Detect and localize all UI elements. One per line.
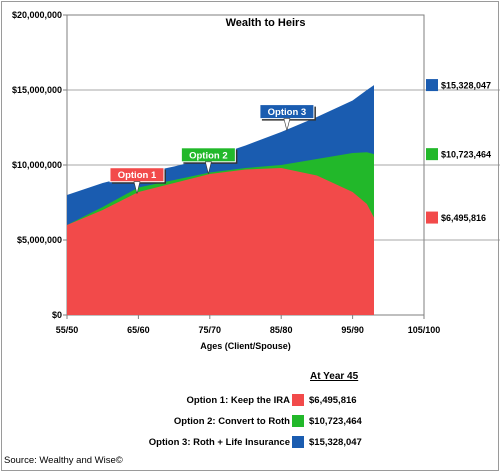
legend-label-option-3: Option 3: Roth + Life Insurance (148, 437, 290, 448)
legend-row-option-3: Option 3: Roth + Life Insurance $15,328,… (0, 436, 502, 450)
end-value-15328047-marker (426, 79, 438, 92)
callout-option-1-pointer (133, 181, 141, 194)
legend-swatch-option-2 (292, 415, 304, 427)
legend-value-option-1: $6,495,816 (309, 395, 357, 406)
y-tick-label: $20,000,000 (12, 10, 62, 20)
callout-option-3-label: Option 3 (268, 107, 307, 118)
legend-heading: At Year 45 (310, 371, 359, 382)
x-tick-label: 75/70 (199, 325, 222, 335)
x-tick-label: 65/60 (127, 325, 150, 335)
legend-row-option-2: Option 2: Convert to Roth $10,723,464 (0, 415, 502, 429)
end-value-6495816-marker (426, 211, 438, 224)
legend-row-option-1: Option 1: Keep the IRA $6,495,816 (0, 394, 502, 408)
y-tick-label: $15,000,000 (12, 85, 62, 95)
callout-option-2-label: Option 2 (189, 150, 228, 161)
y-tick-label: $10,000,000 (12, 160, 62, 170)
end-value-15328047-label: $15,328,047 (441, 81, 491, 91)
legend-value-option-2: $10,723,464 (309, 416, 362, 427)
end-value-10723464-label: $10,723,464 (441, 150, 491, 160)
source-note: Source: Wealthy and Wise© (4, 455, 123, 466)
callout-option-2-pointer (204, 161, 212, 174)
legend-value-option-3: $15,328,047 (309, 437, 362, 448)
end-value-6495816-label: $6,495,816 (441, 213, 486, 223)
chart-title: Wealth to Heirs (226, 17, 306, 29)
y-tick-label: $0 (52, 310, 62, 320)
callout-option-1-label: Option 1 (118, 170, 157, 181)
area-option-1 (67, 168, 374, 315)
callout-option-3-pointer (283, 118, 291, 131)
x-tick-label: 55/50 (56, 325, 79, 335)
x-tick-label: 85/80 (270, 325, 293, 335)
legend-swatch-option-1 (292, 394, 304, 406)
x-axis-title: Ages (Client/Spouse) (200, 341, 291, 351)
end-value-10723464-marker (426, 148, 438, 161)
legend-label-option-2: Option 2: Convert to Roth (173, 416, 290, 427)
legend-label-option-1: Option 1: Keep the IRA (186, 395, 290, 406)
x-tick-label: 105/100 (408, 325, 441, 335)
y-tick-label: $5,000,000 (17, 235, 62, 245)
x-tick-label: 95/90 (341, 325, 364, 335)
legend-swatch-option-3 (292, 436, 304, 448)
